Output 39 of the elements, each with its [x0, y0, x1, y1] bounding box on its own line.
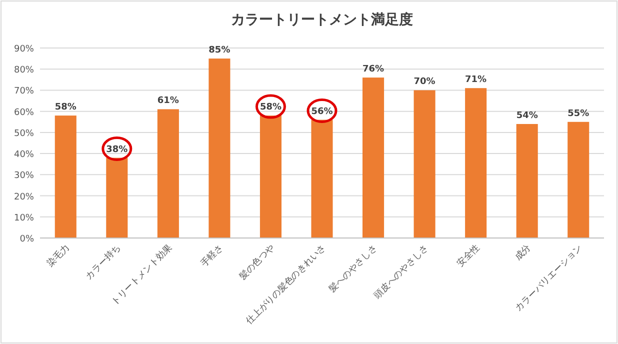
bar — [465, 88, 487, 238]
bar — [260, 116, 282, 238]
data-label: 76% — [362, 64, 384, 75]
data-label: 58% — [54, 102, 76, 113]
bar — [568, 122, 590, 238]
bar — [414, 90, 436, 238]
data-label: 54% — [516, 111, 538, 121]
data-label: 38% — [106, 144, 128, 155]
data-label: 56% — [311, 106, 333, 117]
bar — [362, 78, 384, 238]
data-label: 71% — [465, 75, 487, 86]
y-tick-label: 50% — [14, 128, 34, 139]
x-tick-label: 髪の色つや — [237, 242, 277, 282]
x-tick-label: 安全性 — [455, 242, 482, 270]
y-tick-label: 40% — [14, 150, 34, 160]
bar — [516, 124, 538, 238]
bar — [311, 120, 333, 238]
x-tick-label: カラー持ち — [83, 242, 124, 282]
data-label: 55% — [568, 108, 590, 119]
data-label: 61% — [157, 96, 179, 106]
data-label: 58% — [260, 102, 282, 113]
bar — [54, 116, 76, 238]
data-label: 70% — [414, 77, 436, 88]
data-label: 85% — [208, 46, 230, 56]
bar — [208, 58, 230, 238]
y-tick-label: 90% — [14, 44, 34, 54]
bar — [157, 109, 179, 238]
y-tick-label: 0% — [20, 234, 34, 244]
y-tick-label: 80% — [14, 66, 34, 76]
y-tick-label: 70% — [14, 86, 34, 97]
bar — [106, 158, 128, 238]
chart-title: カラートリートメント満足度 — [231, 11, 413, 28]
y-tick-label: 10% — [14, 213, 34, 224]
x-tick-label: 成分 — [512, 242, 534, 263]
y-tick-label: 30% — [14, 171, 34, 182]
y-tick-label: 60% — [14, 108, 34, 118]
x-tick-label: 染毛力 — [44, 242, 72, 270]
x-tick-label: 手軽さ — [198, 242, 226, 270]
y-tick-label: 20% — [14, 192, 34, 202]
